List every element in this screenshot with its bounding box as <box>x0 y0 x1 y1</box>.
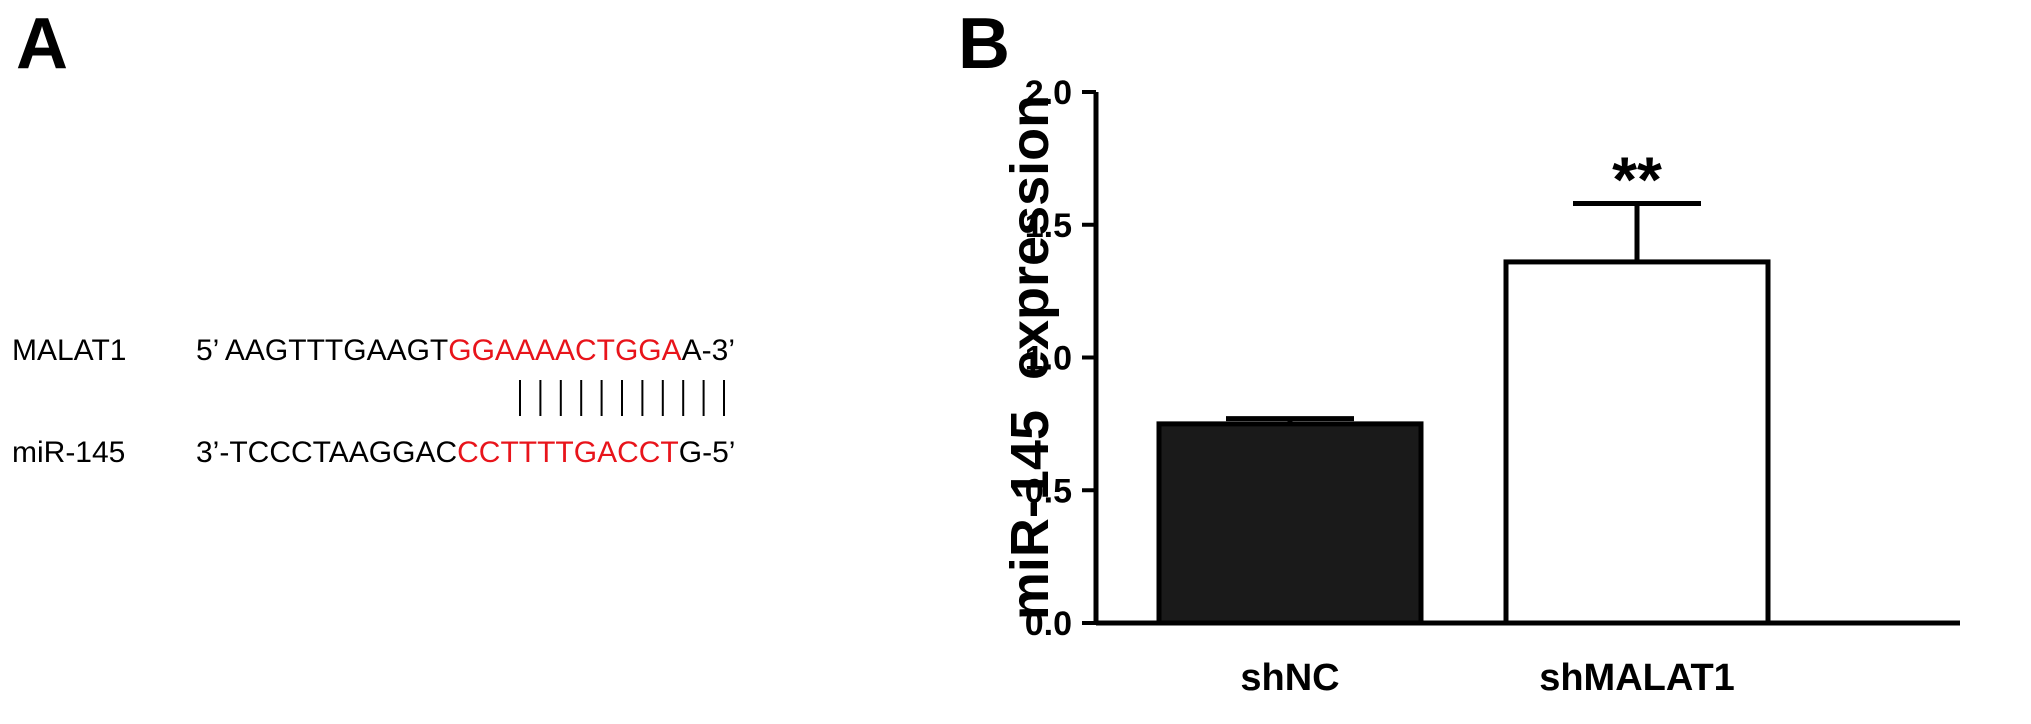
base-pair-lines <box>519 380 725 416</box>
malat1-seq-prefix: 5’ AAGTTTGAAGT <box>196 334 449 367</box>
x-tick-label: shNC <box>1240 657 1339 699</box>
mir145-seq-match: CCTTTTGACCT <box>457 436 679 469</box>
malat1-name: MALAT1 <box>12 334 127 367</box>
panel-b-label: B <box>958 4 1010 84</box>
y-tick-label: 0.0 <box>1025 605 1072 643</box>
mir145-seq-suffix: G-5’ <box>678 436 736 469</box>
bar-shMALAT1 <box>1503 259 1771 626</box>
y-tick-label: 0.5 <box>1025 472 1072 510</box>
x-tick-label: shMALAT1 <box>1539 657 1735 699</box>
panel-a-label: A <box>16 4 68 84</box>
y-tick-label: 2.0 <box>1025 74 1072 112</box>
mir145-seq-prefix: 3’-TCCCTAAGGAC <box>196 436 458 469</box>
malat1-seq-suffix: A-3’ <box>681 334 736 367</box>
bar-shNC <box>1156 421 1424 626</box>
y-axis-label: miR-145 expression <box>1000 95 1060 620</box>
y-tick-label: 1.0 <box>1025 340 1072 378</box>
significance-marker: ** <box>1612 144 1662 216</box>
malat1-sequence-row: MALAT1 5’ AAGTTTGAAGTGGAAAACTGGAA-3’ <box>12 334 735 368</box>
malat1-seq-match: GGAAAACTGGA <box>448 334 682 367</box>
mir145-sequence-row: miR-145 3’-TCCCTAAGGACCCTTTTGACCTG-5’ <box>12 436 735 470</box>
mir145-name: miR-145 <box>12 436 126 469</box>
y-tick-label: 1.5 <box>1025 207 1072 245</box>
